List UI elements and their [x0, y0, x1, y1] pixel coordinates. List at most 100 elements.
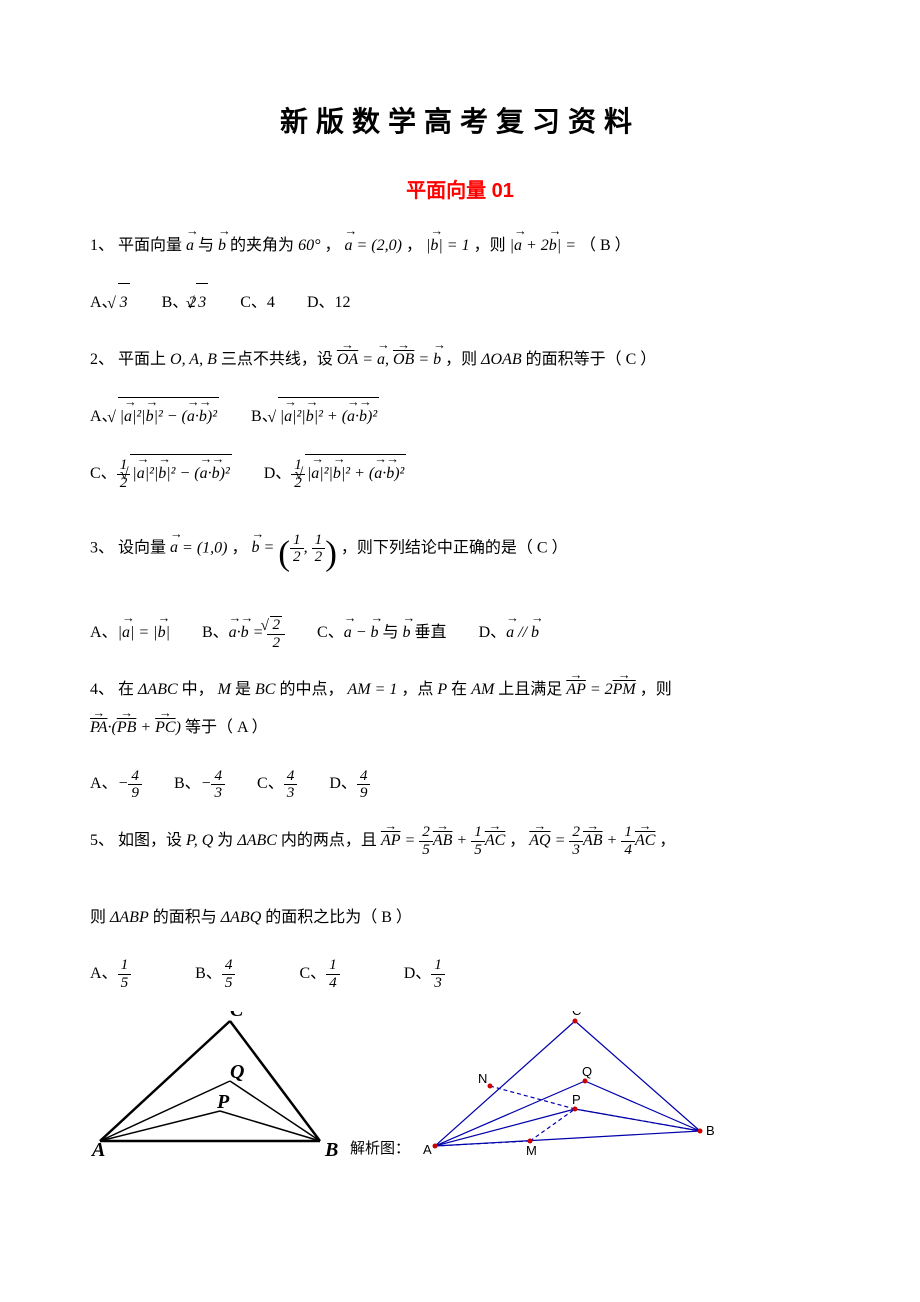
q4b-n: 4 [211, 768, 225, 786]
q4c-d: 3 [284, 785, 298, 802]
q3b-l: B、 [202, 624, 229, 641]
q5-aqd1: 3 [569, 842, 583, 859]
q2-tri: ΔOAB [481, 351, 522, 368]
svg-text:N: N [478, 1071, 487, 1086]
q1-c2: ， [406, 237, 422, 254]
q3-t2: ，则下列结论中正确的是（ C ） [341, 539, 568, 556]
q4-t5: ，点 [401, 681, 433, 698]
q5-t7: 的面积之比为（ B ） [265, 909, 412, 926]
q3b-rt: 2 [270, 616, 282, 634]
q5c-d: 4 [326, 975, 340, 992]
q1-eqa: = (2,0) [356, 237, 401, 254]
q5d-n: 1 [431, 957, 445, 975]
svg-text:A: A [90, 1139, 105, 1161]
q4-opt-b: B、−43 [174, 765, 225, 803]
q1-options: A、3 B、23 C、4 D、12 [90, 283, 830, 322]
q4a-d: 9 [128, 785, 142, 802]
q5-opt-a: A、15 [90, 955, 131, 993]
q5-num: 5、 [90, 832, 114, 849]
q3-b: b = (12, 12) [252, 539, 337, 556]
q5-options: A、15 B、45 C、14 D、13 [90, 955, 830, 993]
q5d-l: D、 [404, 965, 432, 982]
q1-opt-b: B、23 [162, 283, 209, 322]
q5b-l: B、 [195, 965, 222, 982]
q3-a: a [170, 529, 178, 567]
q1-t3: 的夹角为 [230, 237, 294, 254]
q4-tri: ΔABC [138, 681, 178, 698]
q1-sum: |a + 2b| [510, 237, 562, 254]
q1-num: 1、 [90, 237, 114, 254]
q3-opt-b: B、a·b = 22 [202, 614, 285, 652]
q5c-l: C、 [299, 965, 326, 982]
q5-apn2: 1 [471, 824, 485, 842]
q2-options-ab: A、|a|²|b|² − (a·b)² B、|a|²|b|² + (a·b)² [90, 397, 830, 436]
q4c-l: C、 [257, 775, 284, 792]
q5c-n: 1 [326, 957, 340, 975]
question-4: 4、 在 ΔABC 中， M 是 BC 的中点， AM = 1 ，点 P 在 A… [90, 671, 830, 748]
q2-opt-c: C、12|a|²|b|² − (a·b)² [90, 454, 232, 493]
q5a-l: A、 [90, 965, 118, 982]
triangle-diagram-2: ABCQPNM [420, 1011, 720, 1161]
q1-t1: 平面向量 [118, 237, 182, 254]
q2-t2: 三点不共线，设 [221, 351, 333, 368]
svg-text:P: P [572, 1092, 581, 1107]
q4-t1: 在 [118, 681, 134, 698]
q2d-l: D、 [264, 465, 292, 482]
fig-label: 解析图： [350, 1137, 410, 1161]
page-title: 新版数学高考复习资料 [90, 100, 830, 145]
q3-t1: 设向量 [118, 539, 166, 556]
q4b-d: 3 [211, 785, 225, 802]
vec-b: b [218, 227, 226, 265]
q5-opt-c: C、14 [299, 955, 339, 993]
q5-opt-d: D、13 [404, 955, 445, 993]
svg-text:P: P [216, 1091, 230, 1113]
q3-bd2: 2 [312, 549, 326, 566]
q3c-l: C、 [317, 624, 344, 641]
q3b-d: 2 [269, 635, 283, 652]
q5-apn1: 2 [419, 824, 433, 842]
q4d-l: D、 [329, 775, 357, 792]
q4-BC: BC [255, 681, 275, 698]
q1-opt-c: C、4 [240, 284, 275, 322]
q4-t9: 等于（ A ） [185, 719, 268, 736]
q3-c: ， [231, 539, 247, 556]
q2-num: 2、 [90, 351, 114, 368]
q1b-rad: 3 [196, 283, 208, 322]
q5-aqn1: 2 [569, 824, 583, 842]
q2-t3: ，则 [445, 351, 477, 368]
q4d-n: 4 [357, 768, 371, 786]
svg-text:C: C [230, 1011, 244, 1021]
q5-t4b: ， [659, 832, 675, 849]
q3-bd1: 2 [290, 549, 304, 566]
q5-aqd2: 4 [621, 842, 635, 859]
q4-t7: 上且满足 [498, 681, 562, 698]
q5d-d: 3 [431, 975, 445, 992]
q1-ans: （ B ） [580, 237, 631, 254]
q4-M: M [218, 681, 231, 698]
q5-tri: ΔABC [237, 832, 277, 849]
q4-eq: AP = 2PM [566, 681, 635, 698]
q2-t4: 的面积等于（ C ） [526, 351, 657, 368]
triangle-diagram-1: ABCQP [90, 1011, 340, 1161]
svg-text:Q: Q [230, 1061, 244, 1083]
q5-t3: 内的两点，且 [281, 832, 377, 849]
q5a-d: 5 [118, 975, 132, 992]
vec-a: a [186, 227, 194, 265]
question-1: 1、 平面向量 a 与 b 的夹角为 60° ， a = (2,0) ， |b|… [90, 227, 830, 265]
q1-eqsum: = [565, 237, 580, 254]
svg-text:C: C [572, 1011, 581, 1018]
q1-opt-d: D、12 [307, 284, 351, 322]
q4-t2: 中， [182, 681, 214, 698]
q2-opt-a: A、|a|²|b|² − (a·b)² [90, 397, 219, 436]
q3d-l: D、 [479, 624, 507, 641]
svg-text:B: B [706, 1123, 715, 1138]
q1-opt-a: A、3 [90, 283, 130, 322]
q4-opt-c: C、43 [257, 765, 297, 803]
q5-t5: 则 [90, 909, 106, 926]
q2-pts: O, A, B [170, 351, 217, 368]
q5-abp: ΔABP [110, 909, 149, 926]
q4-P: P [437, 681, 447, 698]
vec-a2: a [344, 227, 352, 265]
q4-num: 4、 [90, 681, 114, 698]
q5-apd1: 5 [419, 842, 433, 859]
